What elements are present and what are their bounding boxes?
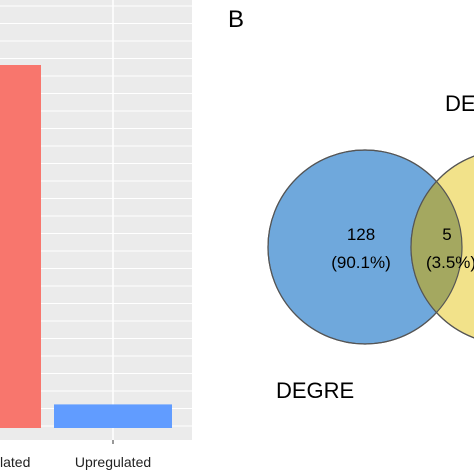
x-tick-label: Upregulated [75, 454, 151, 470]
venn-set-outline [267, 149, 463, 345]
bar [54, 404, 172, 428]
panel-label: B [228, 6, 244, 33]
bar [0, 65, 41, 428]
region-percent: (90.1%) [331, 253, 391, 272]
x-tick-label: lated [0, 454, 30, 470]
region-count: 128 [347, 225, 375, 244]
bars [0, 65, 172, 428]
region-percent: (3.5%) [426, 253, 474, 272]
venn-set-outline [410, 155, 474, 339]
set-label: DE [445, 91, 474, 116]
set-label: DEGRE [276, 378, 354, 403]
region-count: 5 [442, 225, 451, 244]
bar-chart-panel: lated Upregulated [0, 0, 192, 470]
venn-panel: B 128 (90.1%) 5 (3.5%) DEGRE DE [228, 6, 474, 403]
